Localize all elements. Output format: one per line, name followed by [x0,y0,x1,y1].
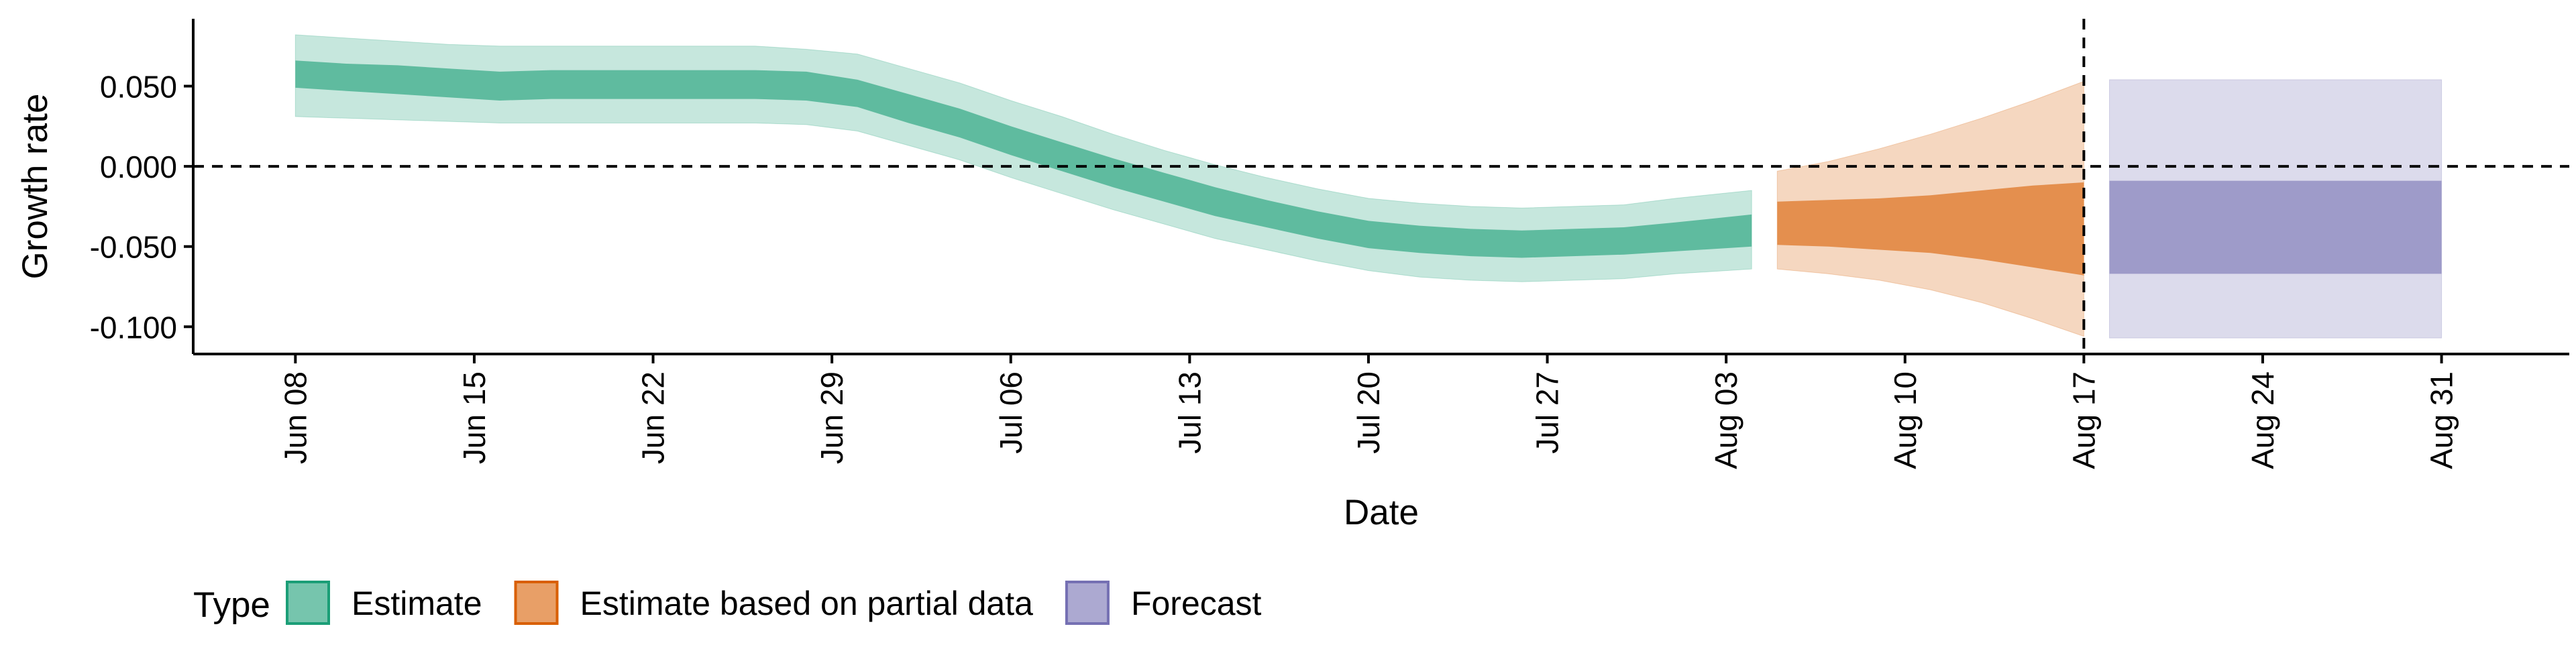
x-tick-label: Jun 15 [457,371,492,464]
x-tick-label: Aug 17 [2066,371,2101,469]
legend-key-estimate [286,581,330,625]
bands-layer [294,34,2443,339]
y-tick-label: 0.050 [100,69,177,104]
legend-key-estimate-based-on-partial-data [514,581,559,625]
x-ticks-layer: Jun 08 Jun 15 Jun 22 Jun 29 Jul 06 Jul 13 Jul … [278,354,2459,469]
x-tick-label: Jul 13 [1172,371,1207,454]
x-axis-title: Date [1344,493,1419,532]
legend-title: Type [193,585,270,625]
x-tick-label: Jun 08 [278,371,313,464]
reference-lines-layer [193,19,2569,354]
y-tick-label: -0.100 [90,310,177,345]
y-tick-label: -0.050 [90,230,177,265]
axes-layer [192,19,2569,355]
band-inner-forecast [2109,180,2442,274]
x-tick-label: Aug 24 [2245,371,2280,469]
band-inner-estimate [295,60,1752,258]
x-tick-label: Jun 29 [814,371,849,464]
x-tick-label: Aug 10 [1888,371,1923,469]
x-tick-label: Aug 31 [2424,371,2459,469]
legend-label-estimate: Estimate [352,585,482,622]
legend-label-estimate-based-on-partial-data: Estimate based on partial data [580,585,1034,622]
x-tick-label: Aug 03 [1709,371,1743,469]
x-tick-label: Jul 27 [1530,371,1565,454]
y-ticks-layer: 0.050 0.000 -0.050 -0.100 [90,69,193,345]
y-axis-title: Growth rate [15,94,55,280]
x-tick-label: Jun 22 [636,371,671,464]
y-tick-label: 0.000 [100,150,177,184]
x-tick-label: Jul 20 [1351,371,1386,454]
legend-key-forecast [1065,581,1110,625]
legend: Type Estimate Estimate based on partial d… [193,581,1262,625]
x-tick-label: Jul 06 [994,371,1028,454]
legend-label-forecast: Forecast [1131,585,1262,622]
band-inner-estimate-based-on-partial-data [1777,182,2084,276]
